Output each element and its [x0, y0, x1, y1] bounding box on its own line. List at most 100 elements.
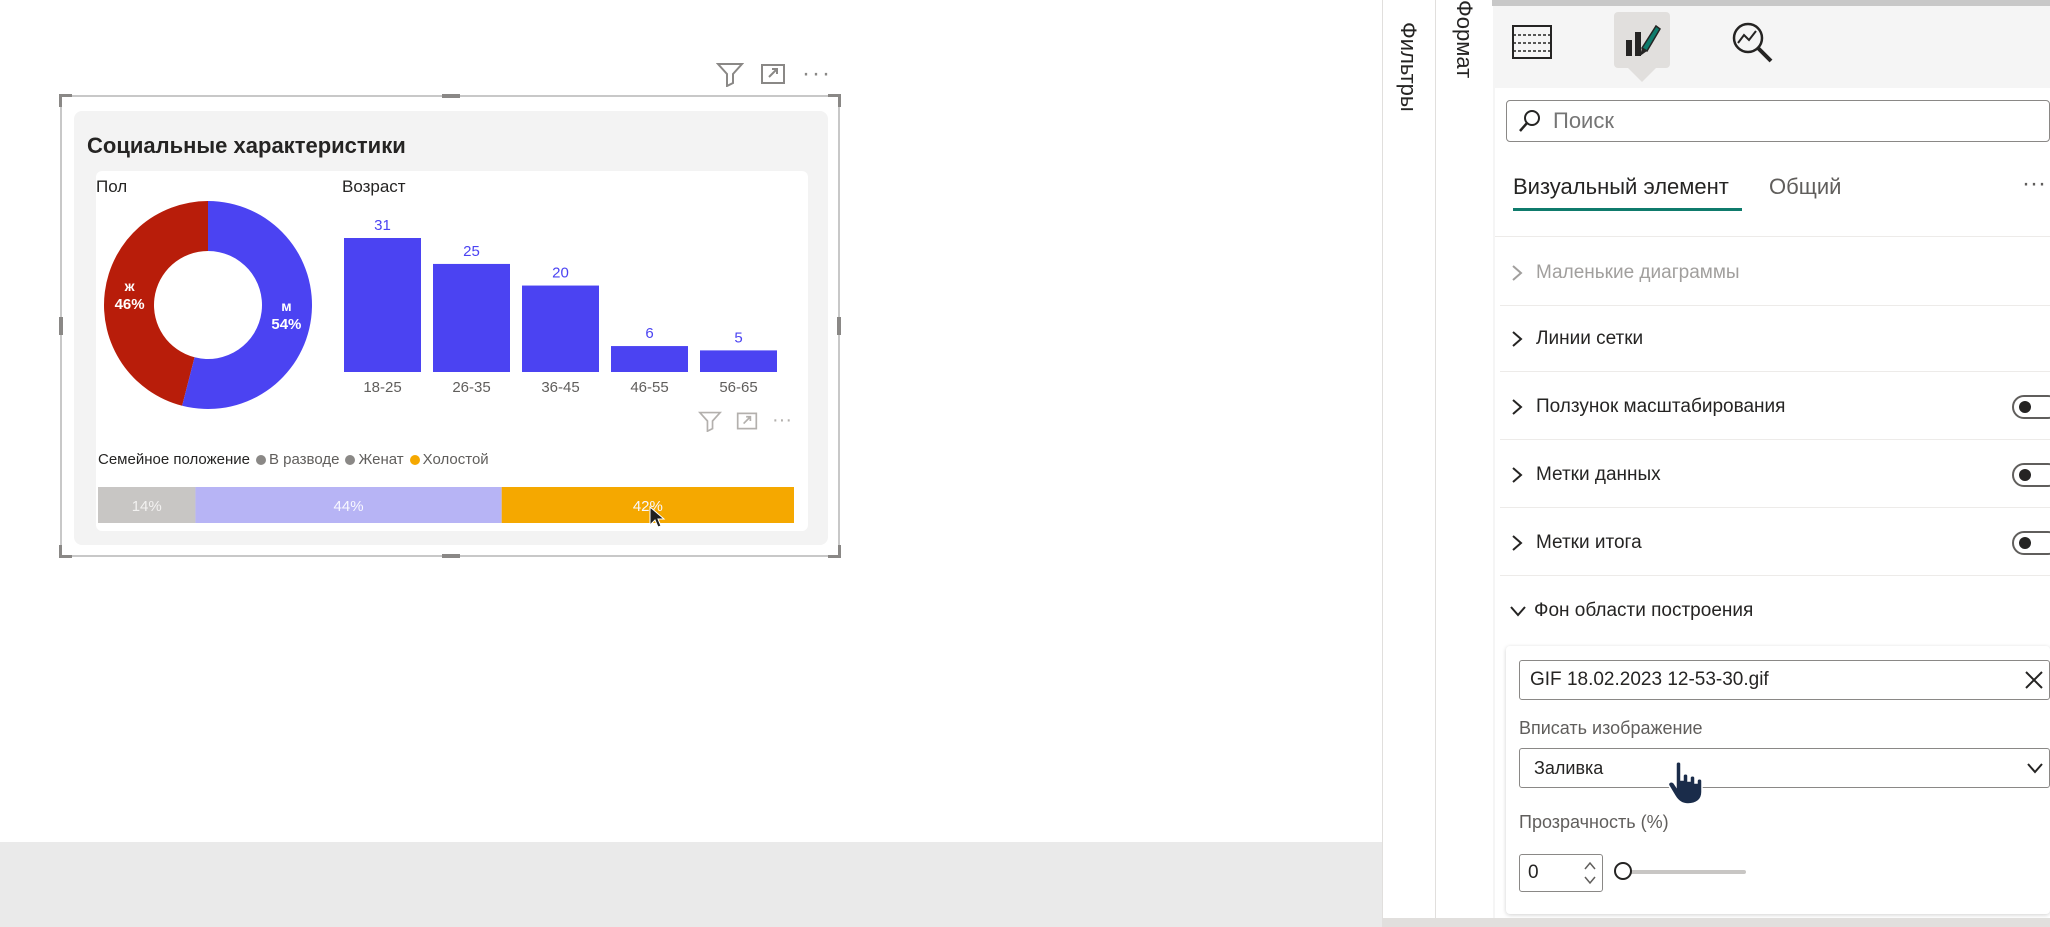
chevron-right-icon: [1512, 466, 1523, 483]
donut-slice-label: м: [281, 298, 291, 314]
family-segment-label: 42%: [633, 498, 663, 515]
section-total-labels[interactable]: Метки итога: [1500, 510, 2050, 576]
age-bar-26-35[interactable]: [433, 263, 510, 372]
family-legend-title: Семейное положение: [98, 451, 250, 468]
gender-chart-label: Пол: [96, 177, 128, 196]
active-tab-underline: [1513, 208, 1742, 211]
age-bar-36-45[interactable]: [522, 285, 599, 372]
format-tab-pointer: [1628, 68, 1656, 82]
legend-dot: [345, 454, 356, 465]
more-options-button[interactable]: ···: [2022, 170, 2046, 197]
age-bar-18-25[interactable]: [344, 238, 421, 372]
toggle-knob: [2019, 400, 2031, 413]
table-grid-icon: [1512, 25, 1552, 59]
legend-item-married[interactable]: Женат: [345, 451, 404, 468]
resize-handle-right[interactable]: [837, 317, 841, 335]
section-label: Фон области построения: [1534, 600, 1754, 621]
resize-handle-top[interactable]: [442, 94, 460, 98]
resize-corner-bl[interactable]: [59, 545, 72, 558]
legend-dot: [255, 454, 266, 465]
close-icon[interactable]: [2023, 669, 2045, 691]
age-axis-tick-label: 46-55: [630, 379, 668, 396]
build-visual-button[interactable]: [1506, 16, 1558, 68]
family-stacked-bar[interactable]: 14% 44% 42%: [98, 487, 808, 527]
family-legend: Семейное положение В разводе Женат Холос…: [98, 451, 489, 468]
tab-general[interactable]: Общий: [1769, 174, 1842, 199]
focus-mode-icon[interactable]: [736, 411, 758, 431]
format-pane-label[interactable]: Формат: [1452, 0, 1477, 79]
image-file-field[interactable]: GIF 18.02.2023 12-53-30.gif: [1519, 660, 2050, 700]
section-label: Линии сетки: [1536, 327, 1644, 349]
age-bar-data-label: 20: [552, 265, 569, 282]
resize-corner-tl[interactable]: [59, 94, 72, 107]
section-zoom-slider[interactable]: Ползунок масштабирования: [1500, 374, 2050, 440]
analytics-button[interactable]: [1726, 16, 1778, 68]
resize-corner-tr[interactable]: [828, 94, 841, 107]
section-data-labels[interactable]: Метки данных: [1500, 442, 2050, 508]
transparency-input[interactable]: 0: [1519, 854, 1603, 892]
total-labels-toggle[interactable]: [2012, 530, 2050, 555]
filters-pane-label[interactable]: Фильтры: [1396, 22, 1421, 112]
donut-slice-label: ж: [124, 278, 136, 294]
donut-slice-value: 46%: [115, 296, 145, 313]
format-pane-top-strip: [1492, 0, 2050, 6]
age-chart-label: Возраст: [342, 177, 406, 196]
slider-track: [1622, 870, 1746, 874]
tab-visual-element[interactable]: Визуальный элемент: [1513, 174, 1729, 199]
selected-visual[interactable]: Социальные характеристики Пол Возраст ж 4…: [59, 94, 841, 558]
donut-slice-value: 54%: [271, 316, 301, 333]
filter-icon[interactable]: [698, 410, 722, 432]
family-segment-label: 44%: [334, 498, 364, 515]
filter-icon[interactable]: [716, 61, 744, 87]
chevron-down-icon: [2027, 763, 2043, 774]
format-search-input[interactable]: [1551, 107, 2035, 135]
resize-handle-bottom[interactable]: [442, 554, 460, 558]
focus-mode-icon[interactable]: [760, 63, 786, 85]
age-bar-data-label: 5: [734, 329, 742, 346]
resize-handle-left[interactable]: [59, 317, 63, 335]
section-label: Маленькие диаграммы: [1536, 261, 1740, 283]
filters-pane-collapsed[interactable]: Фильтры: [1383, 0, 1436, 927]
legend-item-single[interactable]: Холостой: [409, 451, 489, 468]
age-bar-data-label: 25: [463, 243, 480, 260]
chevron-right-icon: [1512, 398, 1523, 415]
more-options-icon[interactable]: ···: [772, 409, 792, 431]
age-axis-tick-label: 18-25: [363, 379, 401, 396]
toggle-knob: [2019, 468, 2031, 481]
gender-donut-chart[interactable]: ж 46% м 54%: [98, 195, 318, 415]
age-axis-tick-label: 56-65: [719, 379, 757, 396]
data-labels-toggle[interactable]: [2012, 462, 2050, 487]
transparency-value: 0: [1528, 862, 1539, 883]
age-bar-46-55[interactable]: [611, 346, 688, 372]
donut-slice-м[interactable]: [182, 201, 312, 409]
family-segment-1[interactable]: [195, 487, 502, 523]
section-small-multiples[interactable]: Маленькие диаграммы: [1500, 240, 2050, 306]
chevron-right-icon: [1512, 534, 1523, 551]
family-segment-2[interactable]: [501, 487, 794, 523]
donut-slice-ж[interactable]: [103, 201, 208, 406]
spinner-arrows-icon[interactable]: [1582, 857, 1598, 889]
age-axis-tick-label: 26-35: [452, 379, 490, 396]
age-bar-chart[interactable]: 31 18-25 25 26-35 20 36-45 6 46-55 5 56-65: [340, 212, 810, 397]
resize-corner-br[interactable]: [828, 545, 841, 558]
zoom-slider-toggle[interactable]: [2012, 394, 2050, 419]
format-visual-button[interactable]: [1614, 12, 1670, 68]
pane-bottom-bar: [1382, 918, 2050, 927]
family-segment-label: 14%: [132, 498, 162, 515]
section-gridlines[interactable]: Линии сетки: [1500, 306, 2050, 372]
tabs-divider: [1495, 236, 2050, 237]
fit-image-dropdown[interactable]: Заливка: [1519, 748, 2050, 788]
format-search-box[interactable]: [1506, 100, 2050, 142]
canvas-footer: [0, 842, 1382, 927]
legend-label: Женат: [358, 451, 404, 468]
chevron-right-icon: [1512, 264, 1523, 281]
legend-item-divorced[interactable]: В разводе: [255, 451, 339, 468]
family-segment-0[interactable]: [98, 487, 196, 523]
visual-card: Социальные характеристики: [74, 111, 828, 545]
section-plot-area-background[interactable]: Фон области построения: [1500, 578, 2050, 644]
age-bar-56-65[interactable]: [700, 350, 777, 372]
slider-thumb[interactable]: [1614, 862, 1632, 880]
transparency-slider[interactable]: [1614, 862, 1754, 882]
more-options-icon[interactable]: ···: [802, 60, 832, 87]
age-bar-data-label: 6: [645, 325, 653, 342]
